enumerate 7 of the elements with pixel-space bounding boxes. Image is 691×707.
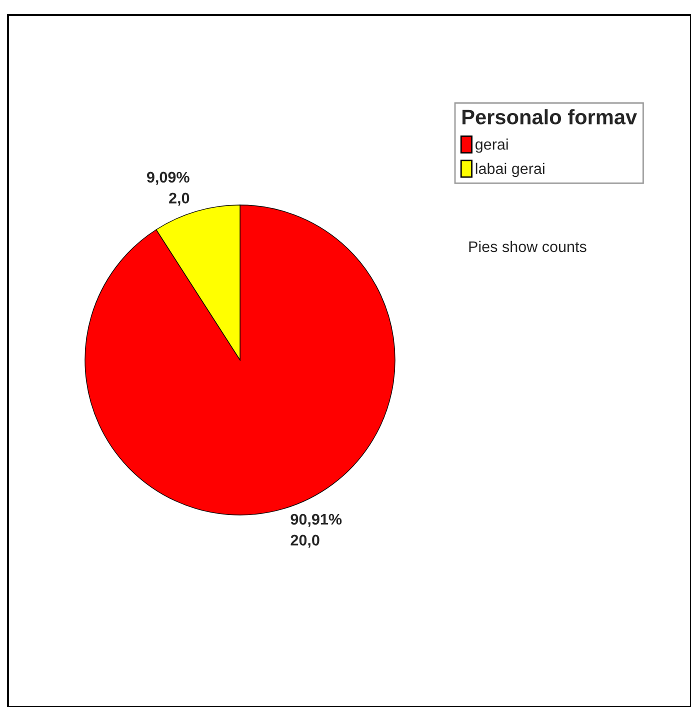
pie-slice [84, 204, 396, 516]
text: Pies show counts [469, 240, 586, 252]
legend-label: gerai [476, 138, 508, 153]
data-label: 90,91% 20,0 [290, 514, 342, 548]
data-label: 9,09% 2,0 [146, 172, 190, 206]
legend-label: labai gerai [476, 162, 544, 178]
legend-title: Personalo formav [462, 109, 638, 124]
